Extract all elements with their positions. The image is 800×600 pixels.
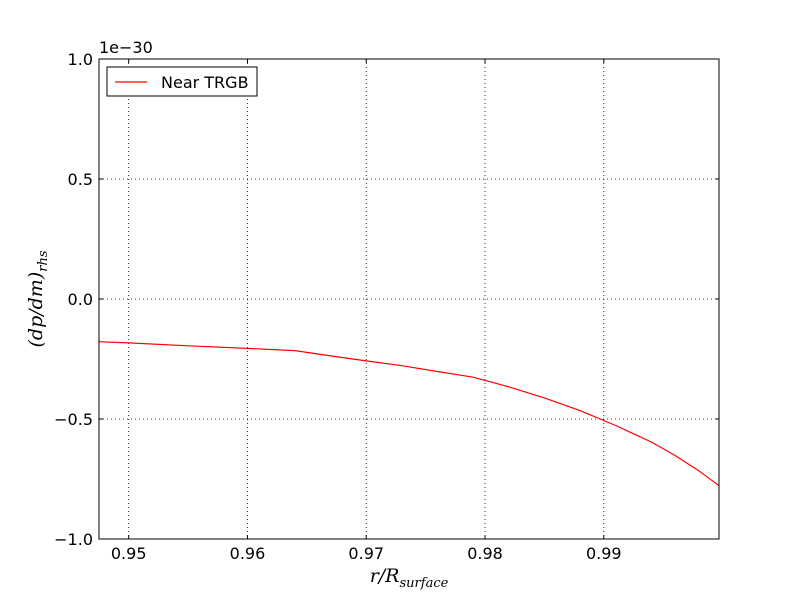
x-axis-label: r/Rsurface [370, 565, 449, 591]
x-axis-label-sub: surface [400, 576, 449, 591]
y-axis-label-sub: rhs [36, 250, 51, 272]
y-tick-label: −1.0 [54, 530, 93, 549]
y-tick-label: −0.5 [54, 410, 93, 429]
legend: Near TRGB [106, 66, 258, 97]
y-tick-label: 0.5 [68, 170, 93, 189]
y-tick-label: 0.0 [68, 290, 93, 309]
legend-label: Near TRGB [161, 73, 249, 92]
series-line-near-trgb [98, 341, 720, 487]
y-offset-label: 1e−30 [99, 38, 153, 57]
x-tick-label: 0.98 [467, 544, 503, 563]
plot-frame [98, 58, 720, 540]
y-tick-label: 1.0 [68, 50, 93, 69]
y-axis-label-base: (dp/dm) [25, 272, 47, 348]
series-layer [98, 341, 720, 487]
x-axis-label-base: r/R [370, 565, 400, 587]
x-tick-label: 0.96 [230, 544, 266, 563]
y-axis-label: (dp/dm)rhs [25, 250, 51, 347]
x-tick-label: 0.95 [111, 544, 147, 563]
x-tick-label: 0.99 [586, 544, 622, 563]
x-tick-label: 0.97 [348, 544, 384, 563]
tick-labels: 0.95 0.96 0.97 0.98 0.99 1.0 0.5 0.0 −0.5 −1.0 [54, 50, 621, 563]
